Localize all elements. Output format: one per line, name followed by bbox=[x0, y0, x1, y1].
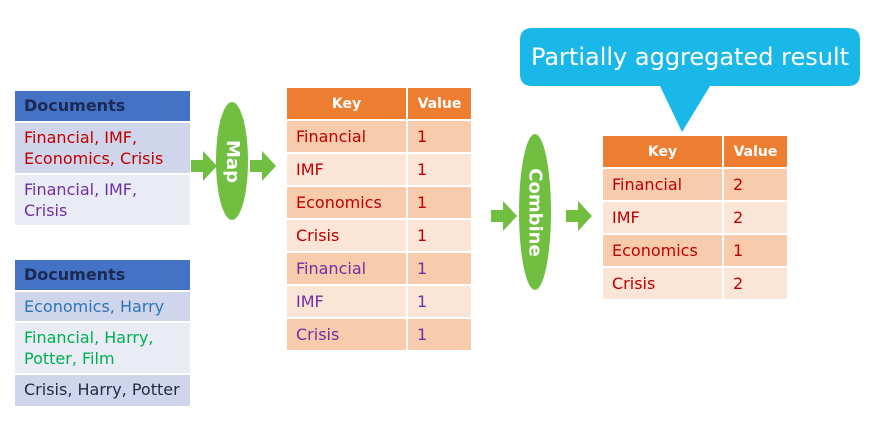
right-arrow-icon bbox=[566, 201, 592, 231]
table-row: Crisis 1 bbox=[287, 317, 471, 350]
value-cell: 1 bbox=[408, 317, 471, 350]
right-arrow-icon bbox=[191, 151, 217, 181]
table-row: IMF 1 bbox=[287, 284, 471, 317]
document-row: Financial, IMF, Crisis bbox=[15, 173, 190, 225]
value-cell: 1 bbox=[408, 284, 471, 317]
document-row: Financial, IMF, Economics, Crisis bbox=[15, 121, 190, 173]
right-arrow-icon bbox=[491, 201, 517, 231]
key-cell: IMF bbox=[287, 284, 408, 317]
key-cell: Financial bbox=[603, 167, 724, 200]
value-cell: 1 bbox=[724, 233, 787, 266]
document-row: Economics, Harry bbox=[15, 290, 190, 321]
key-cell: Economics bbox=[287, 185, 408, 218]
documents-header: Documents bbox=[15, 260, 190, 290]
key-cell: Economics bbox=[603, 233, 724, 266]
key-cell: Financial bbox=[287, 119, 408, 152]
key-cell: IMF bbox=[603, 200, 724, 233]
combine-label: Combine bbox=[524, 167, 546, 257]
document-row: Crisis, Harry, Potter bbox=[15, 373, 190, 406]
value-column-header: Value bbox=[408, 88, 471, 119]
table-row: Economics 1 bbox=[603, 233, 787, 266]
table-row: IMF 1 bbox=[287, 152, 471, 185]
documents-table-1: Documents Financial, IMF, Economics, Cri… bbox=[15, 91, 190, 225]
documents-table-2: Documents Economics, Harry Financial, Ha… bbox=[15, 260, 190, 406]
combine-oval: Combine bbox=[519, 134, 551, 290]
value-cell: 2 bbox=[724, 266, 787, 299]
table-row: Financial 1 bbox=[287, 119, 471, 152]
table-row: Financial 2 bbox=[603, 167, 787, 200]
table-row: Economics 1 bbox=[287, 185, 471, 218]
value-cell: 2 bbox=[724, 167, 787, 200]
value-cell: 1 bbox=[408, 152, 471, 185]
key-column-header: Key bbox=[287, 88, 408, 119]
key-column-header: Key bbox=[603, 136, 724, 167]
map-label: Map bbox=[221, 139, 243, 183]
value-column-header: Value bbox=[724, 136, 787, 167]
map-oval: Map bbox=[216, 102, 248, 220]
documents-header: Documents bbox=[15, 91, 190, 121]
combined-key-value-table: Key Value Financial 2 IMF 2 Economics 1 Crisis… bbox=[603, 136, 787, 299]
mapped-key-value-table: Key Value Financial 1 IMF 1 Economics 1 Crisis… bbox=[287, 88, 471, 350]
document-row: Financial, Harry, Potter, Film bbox=[15, 321, 190, 373]
key-cell: Financial bbox=[287, 251, 408, 284]
value-cell: 1 bbox=[408, 251, 471, 284]
key-cell: IMF bbox=[287, 152, 408, 185]
value-cell: 1 bbox=[408, 218, 471, 251]
key-cell: Crisis bbox=[603, 266, 724, 299]
key-cell: Crisis bbox=[287, 218, 408, 251]
table-row: IMF 2 bbox=[603, 200, 787, 233]
table-row: Crisis 1 bbox=[287, 218, 471, 251]
callout-bubble bbox=[520, 28, 860, 132]
value-cell: 2 bbox=[724, 200, 787, 233]
table-row: Crisis 2 bbox=[603, 266, 787, 299]
callout-text: Partially aggregated result bbox=[530, 43, 850, 71]
value-cell: 1 bbox=[408, 185, 471, 218]
table-row: Financial 1 bbox=[287, 251, 471, 284]
key-cell: Crisis bbox=[287, 317, 408, 350]
right-arrow-icon bbox=[250, 151, 276, 181]
value-cell: 1 bbox=[408, 119, 471, 152]
